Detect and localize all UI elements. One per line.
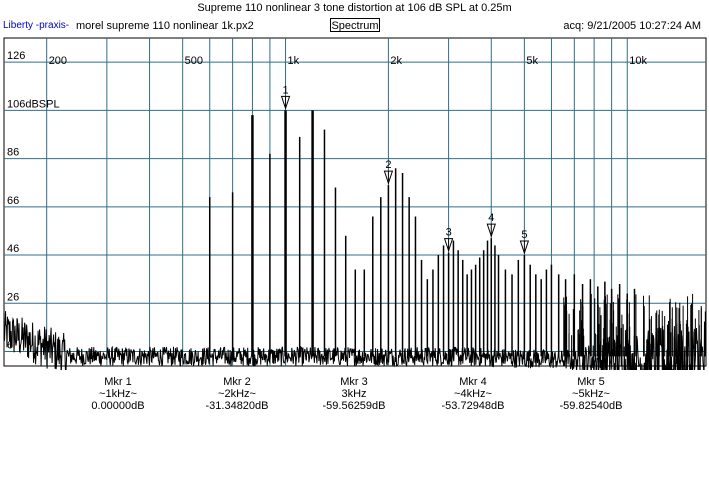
marker-frequency: ~5kHz~	[572, 388, 610, 400]
x-tick-label: 500	[185, 55, 203, 67]
marker-3: 3	[443, 227, 454, 253]
x-tick-label: 5k	[526, 55, 538, 67]
marker-readout-2: Mkr 2 ~2kHz~ -31.34820dB	[192, 376, 282, 412]
marker-number: 4	[488, 212, 494, 224]
marker-value: -53.72948dB	[441, 400, 505, 412]
marker-value: -59.56259dB	[322, 400, 386, 412]
y-tick-label: 86	[7, 147, 19, 159]
marker-value: 0.00000dB	[91, 400, 145, 412]
marker-readout-1: Mkr 1 ~1kHz~ 0.00000dB	[73, 376, 163, 412]
marker-5: 5	[519, 229, 530, 255]
spectrum-view-button[interactable]: Spectrum	[330, 18, 380, 32]
marker-readout-3: Mkr 3 3kHz -59.56259dB	[309, 376, 399, 412]
marker-number: 1	[283, 84, 289, 96]
y-tick-label: 26	[7, 291, 19, 303]
app-name: Liberty -praxis-	[3, 20, 70, 31]
marker-name: Mkr 2	[223, 376, 251, 388]
x-tick-label: 1k	[288, 55, 300, 67]
marker-name: Mkr 5	[577, 376, 605, 388]
marker-name: Mkr 4	[459, 376, 487, 388]
marker-number: 2	[385, 159, 391, 171]
window-title: Supreme 110 nonlinear 3 tone distortion …	[197, 2, 512, 14]
y-tick-label: 66	[7, 195, 19, 207]
spectrum-plot[interactable]: 200 500 1k 2k 5k 10k 126 106dBSPL 86 66 46 26 6 1 2 3 4…	[0, 34, 709, 370]
marker-4: 4	[486, 212, 496, 238]
file-name: morel supreme 110 nonlinear 1k.px2	[76, 20, 254, 32]
spectral-lines	[208, 110, 636, 357]
marker-group: 1 2 3 4 5	[280, 84, 530, 255]
marker-value: -59.82540dB	[559, 400, 623, 412]
marker-1: 1	[280, 84, 291, 110]
x-tick-label: 2k	[390, 55, 402, 67]
marker-readout-5: Mkr 5 ~5kHz~ -59.82540dB	[546, 376, 636, 412]
marker-2: 2	[383, 159, 394, 185]
y-tick-label: 46	[7, 243, 19, 255]
noise-floor-line	[3, 311, 707, 370]
x-tick-label: 10k	[629, 55, 647, 67]
y-tick-label: 126	[7, 50, 25, 62]
y-tick-label: 106dBSPL	[7, 98, 60, 110]
marker-readout-4: Mkr 4 ~4kHz~ -53.72948dB	[428, 376, 518, 412]
marker-frequency: 3kHz	[341, 388, 367, 400]
marker-frequency: ~2kHz~	[218, 388, 256, 400]
marker-value: -31.34820dB	[205, 400, 269, 412]
marker-name: Mkr 3	[340, 376, 368, 388]
x-tick-label: 200	[49, 55, 67, 67]
marker-name: Mkr 1	[104, 376, 132, 388]
y-tick-label: 6	[7, 340, 13, 352]
axis-tick-labels: 200 500 1k 2k 5k 10k 126 106dBSPL 86 66 46 26 6	[7, 50, 647, 351]
marker-number: 5	[521, 229, 527, 241]
marker-frequency: ~1kHz~	[99, 388, 137, 400]
acquisition-timestamp: acq: 9/21/2005 10:27:24 AM	[563, 20, 701, 32]
marker-number: 3	[446, 227, 452, 239]
marker-frequency: ~4kHz~	[454, 388, 492, 400]
